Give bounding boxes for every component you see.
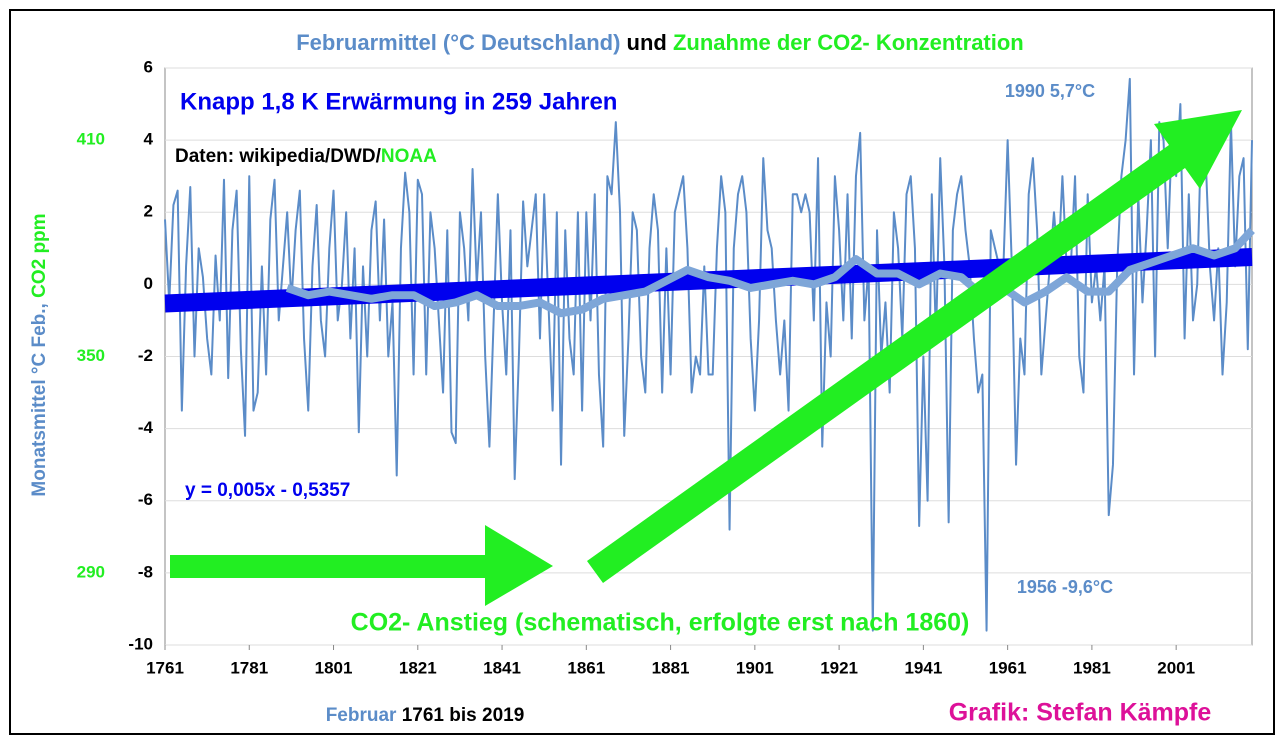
x-tick-label: 1901 bbox=[736, 658, 774, 677]
y-tick-label: -8 bbox=[138, 562, 153, 581]
x-tick-label: 1861 bbox=[567, 658, 605, 677]
x-axis-label: Februar 1761 bis 2019 bbox=[326, 705, 525, 726]
y-tick-label: 2 bbox=[144, 202, 153, 221]
y-tick-label: -4 bbox=[138, 418, 154, 437]
annotation: CO2- Anstieg (schematisch, erfolgte erst… bbox=[351, 609, 970, 637]
y2-tick-label: 410 bbox=[77, 130, 105, 149]
text-part: Februar bbox=[326, 705, 402, 726]
x-tick-label: 2001 bbox=[1157, 658, 1195, 677]
x-tick-label: 1941 bbox=[904, 658, 942, 677]
co2-arrow bbox=[170, 525, 553, 606]
credit: Grafik: Stefan Kämpfe bbox=[949, 699, 1212, 727]
x-tick-label: 1961 bbox=[989, 658, 1027, 677]
text-part: CO2 ppm bbox=[29, 213, 50, 297]
y-tick-label: 6 bbox=[144, 57, 153, 76]
y-axis-label: Monatsmittel °C Feb., CO2 ppm bbox=[29, 213, 50, 496]
y-tick-label: 0 bbox=[144, 274, 153, 293]
y-tick-label: -2 bbox=[138, 346, 153, 365]
x-tick-label: 1981 bbox=[1073, 658, 1111, 677]
annotation: 1956 -9,6°C bbox=[1017, 577, 1113, 597]
data-line bbox=[285, 227, 1255, 318]
annotation: Knapp 1,8 K Erwärmung in 259 Jahren bbox=[180, 88, 617, 115]
x-tick-label: 1881 bbox=[652, 658, 690, 677]
annotation: y = 0,005x - 0,5357 bbox=[185, 480, 350, 501]
x-tick-label: 1801 bbox=[315, 658, 353, 677]
text-part: Februarmittel (°C Deutschland) bbox=[296, 30, 620, 55]
y-tick-label: -10 bbox=[128, 634, 153, 653]
annotation: 1990 5,7°C bbox=[1005, 81, 1095, 101]
text-part: Zunahme der CO2- Konzentration bbox=[673, 30, 1024, 55]
x-tick-label: 1761 bbox=[146, 658, 184, 677]
y-tick-label: -6 bbox=[138, 490, 153, 509]
x-tick-label: 1841 bbox=[483, 658, 521, 677]
y2-tick-label: 290 bbox=[77, 562, 105, 581]
x-tick-label: 1921 bbox=[820, 658, 858, 677]
text-part: und bbox=[620, 30, 673, 55]
y2-tick-label: 350 bbox=[77, 346, 105, 365]
chart-title: Februarmittel (°C Deutschland) und Zunah… bbox=[296, 30, 1024, 55]
text-part: 1761 bis 2019 bbox=[402, 705, 525, 726]
x-tick-label: 1781 bbox=[230, 658, 268, 677]
y-tick-label: 4 bbox=[144, 130, 154, 149]
x-tick-label: 1821 bbox=[399, 658, 437, 677]
annotation: Daten: wikipedia/DWD/NOAA bbox=[175, 146, 437, 167]
co2-arrow bbox=[587, 110, 1242, 583]
text-part: Monatsmittel °C Feb., bbox=[29, 298, 50, 497]
